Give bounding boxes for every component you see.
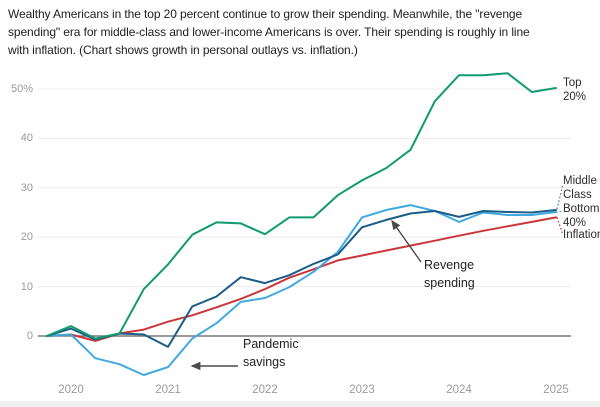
bottom-edge: [0, 401, 600, 407]
chart-description: Wealthy Americans in the top 20 percent …: [8, 7, 530, 57]
series-line-bottom-40-: [45, 204, 557, 376]
series-label-inflation: Inflation: [563, 229, 600, 241]
y-tick-label: 40: [20, 132, 33, 145]
revenge-spending-arrow: [391, 219, 422, 263]
series-label-middle-class: Middle Class: [563, 175, 597, 201]
x-tick-label: 2020: [58, 384, 84, 396]
y-tick-label: 50%: [10, 83, 33, 95]
series-line-top-20-: [45, 72, 557, 340]
x-tick-label: 2025: [543, 384, 569, 396]
leader-middle-class: [556, 183, 564, 210]
y-tick-label: 30: [20, 181, 33, 194]
series-line-inflation: [45, 216, 557, 342]
annotation-revenge-spending: Revenge spending: [424, 258, 475, 290]
x-tick-label: 2021: [155, 384, 181, 396]
x-tick-label: 2023: [349, 384, 375, 396]
annotation-pandemic-savings: Pandemic savings: [243, 337, 299, 369]
x-tick-label: 2024: [446, 384, 472, 396]
leader-bottom-40: [555, 210, 563, 214]
y-tick-label: 20: [20, 231, 33, 244]
x-tick-label: 2022: [252, 384, 278, 396]
series-label-bottom-40: Bottom 40%: [563, 203, 600, 229]
y-tick-label: 0: [26, 330, 33, 342]
leader-inflation: [556, 217, 564, 236]
y-tick-label: 10: [20, 280, 33, 293]
series-label-top-20: Top 20%: [563, 77, 587, 103]
series-line-middle-class: [45, 209, 557, 348]
